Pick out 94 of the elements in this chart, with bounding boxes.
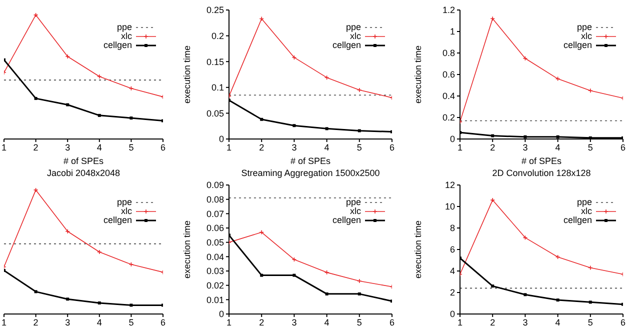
- y-tick-label: 10: [444, 202, 455, 212]
- x-tick-label: 6: [389, 142, 395, 152]
- y-axis-title: execution time: [182, 45, 192, 104]
- legend-label: xlc: [350, 31, 361, 41]
- x-tick-label: 5: [588, 142, 593, 152]
- legend-label: xlc: [350, 206, 361, 216]
- x-tick-label: 1: [457, 317, 463, 327]
- chart-title: Jacobi 2048x2048: [46, 168, 122, 179]
- legend-label: xlc: [581, 31, 592, 41]
- x-axis-title: # of SPEs: [521, 156, 562, 166]
- x-tick-label: 6: [620, 317, 626, 327]
- y-tick-label: 0.8: [442, 48, 455, 58]
- y-tick-label: 0.07: [206, 208, 224, 219]
- legend-label: ppe: [346, 22, 361, 32]
- x-tick-label: 3: [292, 317, 297, 327]
- y-tick-label: 12: [444, 180, 455, 190]
- y-tick-label: 8: [450, 223, 455, 234]
- y-tick-label: 0.4: [442, 91, 455, 102]
- legend-label: cellgen: [563, 215, 592, 225]
- x-tick-label: 4: [555, 317, 560, 327]
- x-tick-label: 1: [226, 142, 232, 152]
- y-tick-label: 2: [450, 288, 455, 298]
- x-tick-label: 6: [160, 142, 166, 152]
- y-tick-label: 0: [450, 134, 455, 144]
- y-tick-label: 6: [450, 244, 455, 255]
- y-tick-label: 0: [218, 134, 224, 144]
- y-tick-label: 1: [450, 26, 455, 37]
- legend-label: cellgen: [563, 40, 592, 50]
- x-tick-label: 3: [292, 142, 297, 152]
- legend-label: xlc: [581, 206, 592, 216]
- y-axis-title: execution time: [182, 220, 192, 279]
- y-tick-label: 0.05: [206, 238, 224, 248]
- y-tick-label: 0.1: [211, 82, 224, 93]
- y-tick-label: 0.6: [442, 70, 455, 80]
- y-tick-label: 0.09: [206, 180, 224, 190]
- legend-label: ppe: [576, 22, 592, 32]
- x-tick-label: 4: [96, 142, 102, 152]
- x-tick-label: 4: [96, 317, 102, 327]
- legend-label: ppe: [346, 197, 361, 207]
- x-tick-label: 6: [160, 317, 166, 327]
- x-tick-label: 5: [356, 142, 362, 152]
- x-tick-label: 2: [33, 142, 38, 152]
- legend-label: ppe: [116, 22, 132, 32]
- x-tick-label: 6: [620, 142, 626, 152]
- x-axis-title: # of SPEs: [63, 156, 104, 166]
- y-axis-title: execution time: [413, 220, 424, 279]
- chart-title: 2D Convolution 128x128: [491, 168, 592, 179]
- y-tick-label: 0.2: [211, 30, 224, 41]
- legend-label: xlc: [121, 206, 132, 216]
- x-tick-label: 3: [65, 142, 70, 152]
- legend-label: cellgen: [332, 215, 361, 225]
- y-axis-title: execution time: [413, 45, 424, 104]
- chart-title: Streaming Aggregation 1500x2500: [240, 168, 381, 179]
- legend-label: ppe: [576, 197, 592, 207]
- y-tick-label: 4: [450, 266, 455, 276]
- x-tick-label: 4: [324, 317, 330, 327]
- x-tick-label: 4: [555, 142, 560, 152]
- legend-label: ppe: [116, 197, 132, 207]
- y-tick-label: 0.05: [206, 108, 224, 118]
- x-tick-label: 1: [457, 142, 463, 152]
- x-tick-label: 5: [128, 142, 134, 152]
- x-tick-label: 4: [324, 142, 330, 152]
- x-tick-label: 1: [1, 317, 7, 327]
- legend-label: cellgen: [103, 215, 132, 225]
- x-axis-title: # of SPEs: [290, 156, 332, 166]
- y-tick-label: 0.02: [206, 280, 224, 291]
- legend-label: xlc: [121, 31, 132, 41]
- x-tick-label: 2: [33, 317, 38, 327]
- x-tick-label: 5: [356, 317, 362, 327]
- x-tick-label: 3: [522, 317, 528, 327]
- x-tick-label: 2: [259, 142, 264, 152]
- y-tick-label: 0.06: [206, 223, 224, 234]
- y-tick-label: 0: [218, 309, 224, 320]
- x-tick-label: 5: [128, 317, 134, 327]
- x-tick-label: 5: [588, 317, 593, 327]
- y-tick-label: 0: [450, 309, 455, 320]
- y-tick-label: 0.08: [206, 194, 224, 205]
- y-tick-label: 0.25: [206, 5, 224, 16]
- legend-label: cellgen: [332, 40, 361, 50]
- x-tick-label: 1: [226, 317, 232, 327]
- y-tick-label: 0.2: [442, 112, 455, 123]
- legend-label: cellgen: [103, 40, 132, 50]
- x-tick-label: 3: [522, 142, 528, 152]
- x-tick-label: 3: [65, 317, 70, 327]
- x-tick-label: 2: [490, 142, 496, 152]
- x-tick-label: 1: [1, 142, 7, 152]
- y-tick-label: 0.01: [206, 294, 224, 305]
- x-tick-label: 6: [389, 317, 395, 327]
- y-tick-label: 0.15: [206, 56, 224, 67]
- y-tick-label: 0.03: [206, 266, 224, 276]
- y-tick-label: 1.2: [442, 5, 455, 16]
- x-tick-label: 2: [259, 317, 264, 327]
- x-tick-label: 2: [490, 317, 496, 327]
- y-tick-label: 0.04: [206, 252, 224, 262]
